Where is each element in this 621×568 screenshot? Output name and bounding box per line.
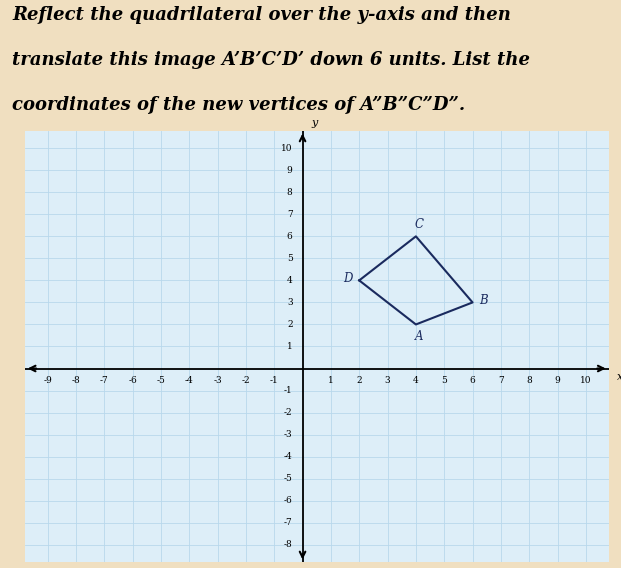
Text: 4: 4 xyxy=(287,276,292,285)
Text: 9: 9 xyxy=(287,166,292,175)
Text: -2: -2 xyxy=(284,408,292,417)
Text: 5: 5 xyxy=(287,254,292,263)
Text: -7: -7 xyxy=(284,518,292,527)
Text: -8: -8 xyxy=(284,540,292,549)
Text: 2: 2 xyxy=(356,376,362,385)
Text: -2: -2 xyxy=(242,376,250,385)
Text: 9: 9 xyxy=(555,376,560,385)
Text: -5: -5 xyxy=(284,474,292,483)
Text: 2: 2 xyxy=(287,320,292,329)
Text: x: x xyxy=(617,371,621,382)
Text: translate this image A’B’C’D’ down 6 units. List the: translate this image A’B’C’D’ down 6 uni… xyxy=(12,51,530,69)
Text: 1: 1 xyxy=(287,342,292,351)
Text: 7: 7 xyxy=(498,376,504,385)
Text: -8: -8 xyxy=(71,376,80,385)
Text: -6: -6 xyxy=(128,376,137,385)
Text: -3: -3 xyxy=(213,376,222,385)
Text: 8: 8 xyxy=(527,376,532,385)
Text: 5: 5 xyxy=(442,376,447,385)
Text: D: D xyxy=(343,272,352,285)
Text: -1: -1 xyxy=(284,386,292,395)
Text: 4: 4 xyxy=(413,376,419,385)
Text: -7: -7 xyxy=(100,376,109,385)
Text: -4: -4 xyxy=(284,452,292,461)
Text: Reflect the quadrilateral over the y-axis and then: Reflect the quadrilateral over the y-axi… xyxy=(12,6,511,24)
Text: 8: 8 xyxy=(287,188,292,197)
Text: 7: 7 xyxy=(287,210,292,219)
Text: A: A xyxy=(414,330,423,343)
Text: 6: 6 xyxy=(287,232,292,241)
Text: -6: -6 xyxy=(284,496,292,505)
Text: -9: -9 xyxy=(43,376,52,385)
Text: 1: 1 xyxy=(328,376,333,385)
Text: 3: 3 xyxy=(385,376,391,385)
Text: 3: 3 xyxy=(287,298,292,307)
Text: 10: 10 xyxy=(281,144,292,153)
Text: 10: 10 xyxy=(580,376,592,385)
Text: -1: -1 xyxy=(270,376,279,385)
Text: 6: 6 xyxy=(469,376,476,385)
Text: y: y xyxy=(311,119,317,128)
Text: -3: -3 xyxy=(284,430,292,439)
Text: -4: -4 xyxy=(185,376,194,385)
Text: coordinates of the new vertices of A”B”C”D”.: coordinates of the new vertices of A”B”C… xyxy=(12,97,466,114)
Text: B: B xyxy=(479,294,488,307)
Text: -5: -5 xyxy=(156,376,165,385)
Text: C: C xyxy=(414,218,424,231)
